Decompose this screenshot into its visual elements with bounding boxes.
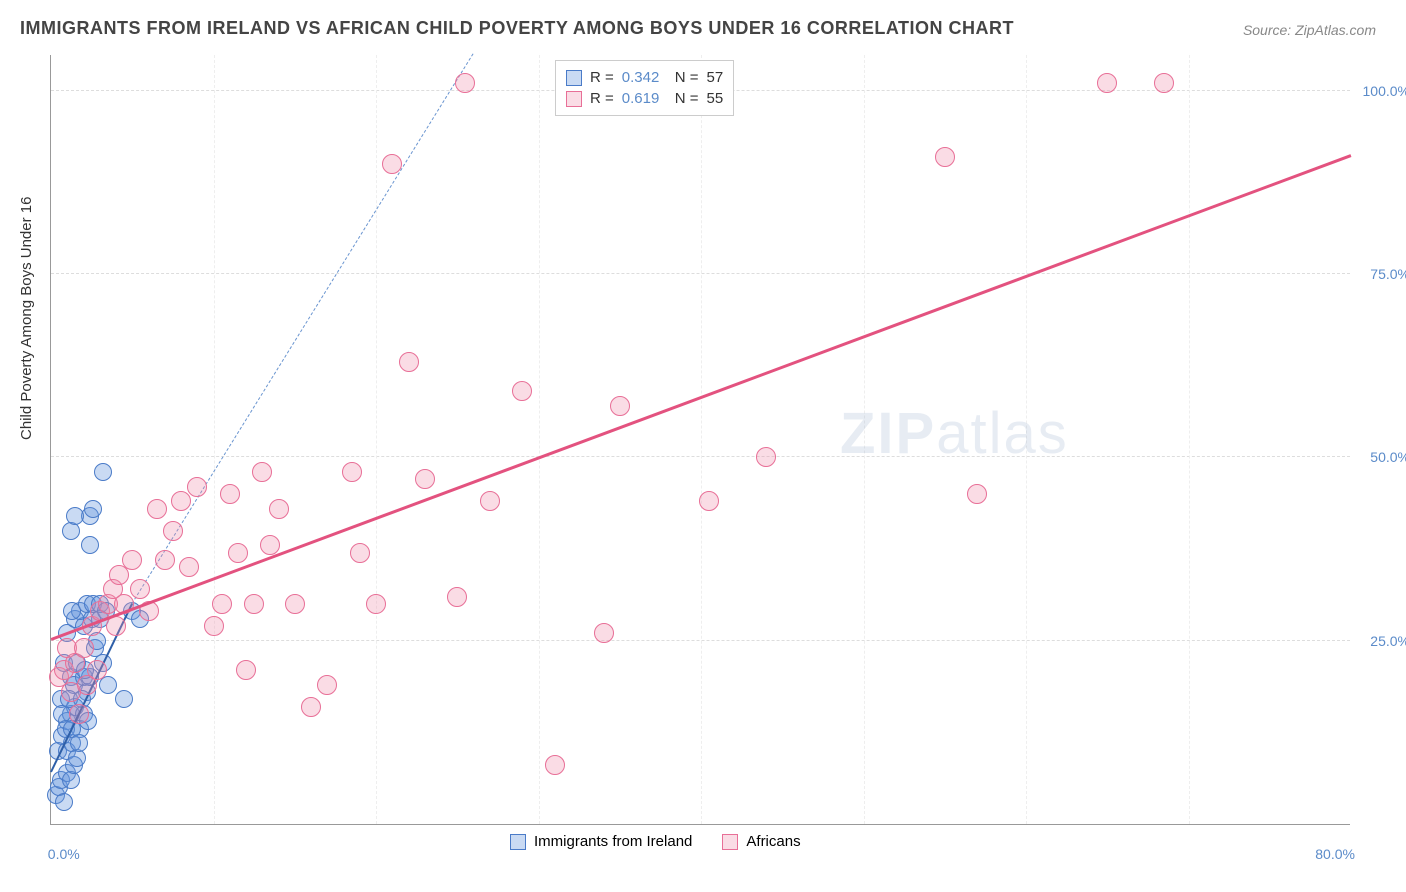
data-point bbox=[94, 463, 112, 481]
data-point bbox=[455, 73, 475, 93]
data-point bbox=[69, 704, 89, 724]
stats-box: R = 0.342 N = 57 R = 0.619 N = 55 bbox=[555, 60, 734, 116]
data-point bbox=[342, 462, 362, 482]
stats-r-value: 0.342 bbox=[622, 69, 667, 86]
data-point bbox=[545, 755, 565, 775]
data-point bbox=[301, 697, 321, 717]
chart-source: Source: ZipAtlas.com bbox=[1243, 22, 1376, 38]
data-point bbox=[699, 491, 719, 511]
data-point bbox=[366, 594, 386, 614]
y-axis-title: Child Poverty Among Boys Under 16 bbox=[18, 197, 35, 440]
data-point bbox=[594, 623, 614, 643]
data-point bbox=[66, 507, 84, 525]
legend-item: Immigrants from Ireland bbox=[510, 833, 692, 850]
stats-n-value: 55 bbox=[707, 90, 724, 107]
gridline-v bbox=[701, 55, 702, 824]
data-point bbox=[204, 616, 224, 636]
xtick-label: 80.0% bbox=[1315, 846, 1355, 862]
xtick-label: 0.0% bbox=[48, 846, 80, 862]
stats-r-label: R = bbox=[590, 90, 614, 107]
bottom-legend: Immigrants from Ireland Africans bbox=[510, 833, 801, 850]
legend-label: Immigrants from Ireland bbox=[534, 833, 692, 850]
gridline-v bbox=[1189, 55, 1190, 824]
legend-swatch bbox=[566, 91, 582, 107]
data-point bbox=[155, 550, 175, 570]
data-point bbox=[610, 396, 630, 416]
chart-container: IMMIGRANTS FROM IRELAND VS AFRICAN CHILD… bbox=[0, 0, 1406, 892]
data-point bbox=[415, 469, 435, 489]
legend-swatch bbox=[722, 834, 738, 850]
data-point bbox=[269, 499, 289, 519]
stats-n-label: N = bbox=[675, 90, 699, 107]
data-point bbox=[130, 579, 150, 599]
data-point bbox=[106, 616, 126, 636]
stats-n-label: N = bbox=[675, 69, 699, 86]
gridline-v bbox=[376, 55, 377, 824]
data-point bbox=[244, 594, 264, 614]
data-point bbox=[317, 675, 337, 695]
ytick-label: 75.0% bbox=[1355, 266, 1406, 282]
data-point bbox=[171, 491, 191, 511]
stats-row: R = 0.619 N = 55 bbox=[566, 88, 723, 109]
data-point bbox=[252, 462, 272, 482]
ytick-label: 100.0% bbox=[1355, 83, 1406, 99]
data-point bbox=[55, 793, 73, 811]
data-point bbox=[115, 690, 133, 708]
data-point bbox=[285, 594, 305, 614]
legend-swatch bbox=[510, 834, 526, 850]
data-point bbox=[87, 660, 107, 680]
data-point bbox=[187, 477, 207, 497]
data-point bbox=[220, 484, 240, 504]
data-point bbox=[147, 499, 167, 519]
plot-area: 25.0%50.0%75.0%100.0%0.0%80.0% bbox=[50, 55, 1350, 825]
gridline-v bbox=[864, 55, 865, 824]
data-point bbox=[122, 550, 142, 570]
data-point bbox=[935, 147, 955, 167]
data-point bbox=[1097, 73, 1117, 93]
ytick-label: 50.0% bbox=[1355, 449, 1406, 465]
data-point bbox=[447, 587, 467, 607]
data-point bbox=[967, 484, 987, 504]
data-point bbox=[74, 638, 94, 658]
data-point bbox=[399, 352, 419, 372]
chart-title: IMMIGRANTS FROM IRELAND VS AFRICAN CHILD… bbox=[20, 18, 1014, 39]
data-point bbox=[81, 536, 99, 554]
data-point bbox=[212, 594, 232, 614]
data-point bbox=[512, 381, 532, 401]
stats-r-value: 0.619 bbox=[622, 90, 667, 107]
data-point bbox=[228, 543, 248, 563]
legend-label: Africans bbox=[746, 833, 800, 850]
stats-row: R = 0.342 N = 57 bbox=[566, 67, 723, 88]
data-point bbox=[350, 543, 370, 563]
data-point bbox=[756, 447, 776, 467]
stats-r-label: R = bbox=[590, 69, 614, 86]
data-point bbox=[1154, 73, 1174, 93]
data-point bbox=[179, 557, 199, 577]
ytick-label: 25.0% bbox=[1355, 633, 1406, 649]
data-point bbox=[84, 500, 102, 518]
data-point bbox=[236, 660, 256, 680]
data-point bbox=[480, 491, 500, 511]
legend-swatch bbox=[566, 70, 582, 86]
legend-item: Africans bbox=[722, 833, 800, 850]
stats-n-value: 57 bbox=[707, 69, 724, 86]
data-point bbox=[70, 734, 88, 752]
gridline-v bbox=[214, 55, 215, 824]
trend-line bbox=[132, 53, 474, 604]
gridline-v bbox=[1026, 55, 1027, 824]
gridline-v bbox=[539, 55, 540, 824]
data-point bbox=[163, 521, 183, 541]
data-point bbox=[382, 154, 402, 174]
